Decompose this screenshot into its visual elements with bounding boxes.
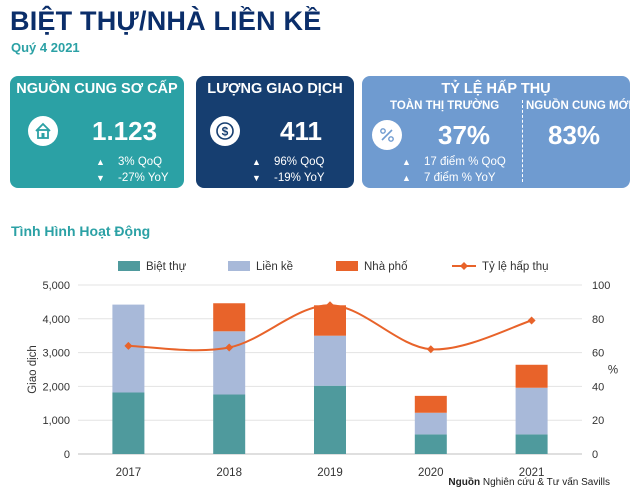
bar-segment (414, 412, 447, 435)
absorption-card-title: TỶ LỆ HẤP THỤ (441, 81, 551, 97)
legend-swatch (118, 261, 140, 271)
absorption-delta-yoy: ▲ 7 điểm % YoY (402, 172, 496, 184)
y2-tick-label: 100 (592, 280, 610, 292)
supply-delta-up: ▲ 3% QoQ (96, 156, 163, 168)
page-subtitle: Quý 4 2021 (11, 40, 80, 55)
legend-swatch (336, 261, 358, 271)
transactions-delta-down: ▼ -19% YoY (252, 172, 325, 184)
bar-segment (213, 303, 246, 332)
bar-segment (515, 434, 548, 454)
y2-tick-label: 40 (592, 381, 604, 393)
bar-segment (314, 385, 346, 454)
x-tick-label: 2020 (418, 467, 444, 479)
legend-label: Biệt thự (146, 261, 187, 273)
legend-line-marker (460, 262, 468, 270)
y2-tick-label: 0 (592, 449, 598, 461)
absorption-delta-qoq: ▲ 17 điểm % QoQ (402, 156, 506, 168)
y-axis-title: Giao dịch (27, 345, 39, 394)
legend-label: Tỷ lệ hấp thụ (482, 261, 548, 273)
line-point-marker (124, 341, 133, 350)
transactions-delta-up: ▲ 96% QoQ (252, 156, 325, 168)
up-arrow-icon: ▲ (402, 173, 411, 183)
source-note: Nguồn Nghiên cứu & Tư vấn Savills (448, 477, 610, 488)
bar-segment (314, 305, 346, 336)
up-arrow-icon: ▲ (96, 157, 105, 167)
up-arrow-icon: ▲ (402, 157, 411, 167)
market-label: TOÀN THỊ TRƯỜNG (390, 100, 500, 112)
column-divider (522, 100, 523, 182)
bar-segment (112, 392, 145, 454)
y-tick-label: 4,000 (42, 314, 70, 326)
line-point-marker (326, 301, 334, 310)
bar-segment (213, 394, 246, 454)
new-supply-absorption-value: 83% (548, 120, 601, 150)
bar-segment (515, 387, 548, 435)
transactions-value: 411 (280, 116, 322, 146)
page-title: BIỆT THỰ/NHÀ LIỀN KỀ (10, 6, 322, 36)
supply-delta-down: ▼ -27% YoY (96, 172, 169, 184)
stacked-bar-chart: 0 1,000 2,000 3,000 4,000 5,000 0 20 40 60 80 100 Gi… (27, 261, 618, 479)
line-point-marker (426, 345, 435, 354)
y2-tick-label: 20 (592, 415, 604, 427)
y2-tick-label: 80 (592, 314, 604, 326)
x-tick-label: 2018 (216, 467, 242, 479)
supply-card-title: NGUỒN CUNG SƠ CẤP (16, 81, 178, 97)
house-icon (28, 116, 58, 146)
supply-card: NGUỒN CUNG SƠ CẤP 1.123 ▲ 3% QoQ ▼ -27% Yo… (10, 76, 184, 188)
bar-segment (515, 364, 548, 388)
up-arrow-icon: ▲ (252, 157, 261, 167)
svg-text:$: $ (222, 125, 229, 139)
y-tick-label: 2,000 (42, 381, 70, 393)
y-tick-label: 1,000 (42, 415, 70, 427)
transactions-card-title: LƯỢNG GIAO DỊCH (207, 81, 343, 97)
section-title: Tình Hình Hoạt Động (11, 223, 151, 239)
percent-icon (372, 120, 402, 150)
y2-tick-label: 60 (592, 348, 604, 360)
dollar-icon: $ (210, 116, 240, 146)
supply-value: 1.123 (92, 116, 158, 146)
new-supply-label: NGUỒN CUNG MỚI (526, 100, 632, 112)
legend-label: Liền kề (256, 261, 293, 273)
x-tick-label: 2017 (116, 467, 142, 479)
y-tick-label: 0 (64, 449, 70, 461)
line-point-marker (527, 316, 536, 325)
line-point-marker (225, 343, 234, 352)
legend-label: Nhà phố (364, 261, 408, 273)
absorption-card: TỶ LỆ HẤP THỤ TOÀN THỊ TRƯỜNG NGUỒN CUNG… (362, 76, 632, 188)
y-tick-label: 3,000 (42, 348, 70, 360)
down-arrow-icon: ▼ (96, 173, 105, 183)
bar-segment (213, 331, 246, 395)
y-tick-label: 5,000 (42, 280, 70, 292)
down-arrow-icon: ▼ (252, 173, 261, 183)
x-tick-label: 2019 (317, 467, 343, 479)
y2-axis-title: % (608, 365, 618, 377)
bar-segment (414, 434, 447, 454)
x-tick-label: 2021 (519, 467, 545, 479)
bar-segment (314, 335, 346, 386)
transactions-card: LƯỢNG GIAO DỊCH $ 411 ▲ 96% QoQ ▼ -19% YoY (196, 76, 354, 188)
bar-segment (414, 395, 447, 413)
legend-swatch (228, 261, 250, 271)
market-absorption-value: 37% (438, 120, 491, 150)
